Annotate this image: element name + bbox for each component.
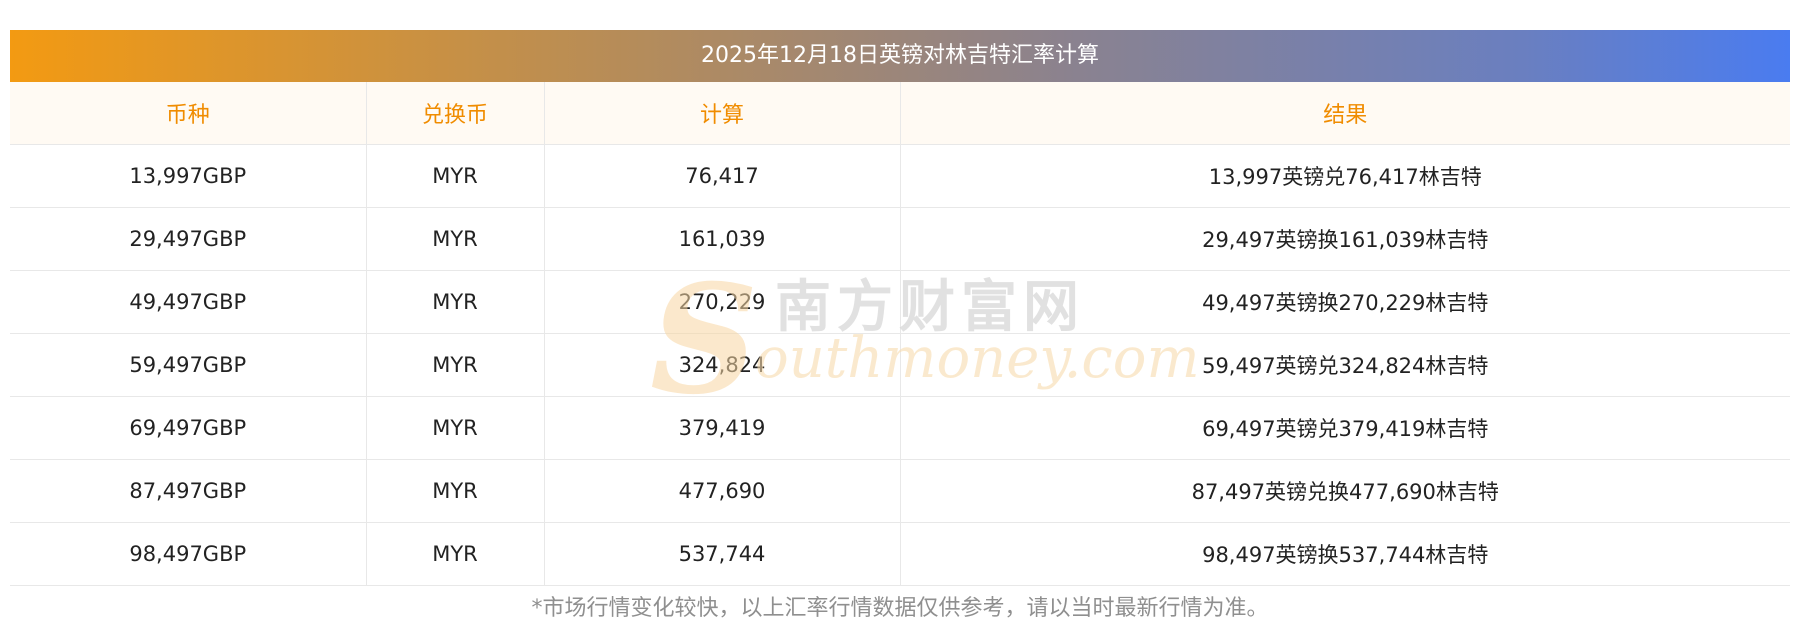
cell-currency: 49,497GBP — [10, 270, 367, 334]
rate-table: 币种 兑换币 计算 结果 13,997GBP MYR 76,417 13,997… — [10, 82, 1790, 586]
rate-table-container: 2025年12月18日英镑对林吉特汇率计算 币种 兑换币 计算 结果 13,99… — [10, 30, 1790, 586]
cell-calculation: 76,417 — [544, 144, 901, 208]
cell-result: 87,497英镑兑换477,690林吉特 — [900, 459, 1790, 523]
table-header-row: 币种 兑换币 计算 结果 — [10, 82, 1790, 145]
cell-result: 59,497英镑兑324,824林吉特 — [900, 333, 1790, 397]
table-row: 29,497GBP MYR 161,039 29,497英镑换161,039林吉… — [10, 207, 1790, 271]
disclaimer-footnote: *市场行情变化较快，以上汇率行情数据仅供参考，请以当时最新行情为准。 — [531, 596, 1269, 621]
cell-result: 49,497英镑换270,229林吉特 — [900, 270, 1790, 334]
cell-calculation: 379,419 — [544, 396, 901, 460]
cell-target-currency: MYR — [366, 396, 545, 460]
table-row: 49,497GBP MYR 270,229 49,497英镑换270,229林吉… — [10, 270, 1790, 334]
header-target-currency: 兑换币 — [366, 82, 545, 145]
cell-target-currency: MYR — [366, 459, 545, 523]
cell-currency: 87,497GBP — [10, 459, 367, 523]
table-row: 98,497GBP MYR 537,744 98,497英镑换537,744林吉… — [10, 522, 1790, 586]
header-currency: 币种 — [10, 82, 367, 145]
cell-target-currency: MYR — [366, 144, 545, 208]
cell-currency: 69,497GBP — [10, 396, 367, 460]
cell-target-currency: MYR — [366, 333, 545, 397]
cell-target-currency: MYR — [366, 270, 545, 334]
cell-result: 98,497英镑换537,744林吉特 — [900, 522, 1790, 586]
cell-result: 69,497英镑兑379,419林吉特 — [900, 396, 1790, 460]
table-row: 87,497GBP MYR 477,690 87,497英镑兑换477,690林… — [10, 459, 1790, 523]
cell-currency: 98,497GBP — [10, 522, 367, 586]
cell-calculation: 324,824 — [544, 333, 901, 397]
table-row: 13,997GBP MYR 76,417 13,997英镑兑76,417林吉特 — [10, 144, 1790, 208]
cell-result: 13,997英镑兑76,417林吉特 — [900, 144, 1790, 208]
table-row: 69,497GBP MYR 379,419 69,497英镑兑379,419林吉… — [10, 396, 1790, 460]
cell-calculation: 477,690 — [544, 459, 901, 523]
cell-currency: 29,497GBP — [10, 207, 367, 271]
cell-calculation: 161,039 — [544, 207, 901, 271]
header-result: 结果 — [900, 82, 1790, 145]
cell-result: 29,497英镑换161,039林吉特 — [900, 207, 1790, 271]
cell-calculation: 270,229 — [544, 270, 901, 334]
table-title: 2025年12月18日英镑对林吉特汇率计算 — [10, 30, 1790, 82]
cell-currency: 59,497GBP — [10, 333, 367, 397]
table-row: 59,497GBP MYR 324,824 59,497英镑兑324,824林吉… — [10, 333, 1790, 397]
header-calculation: 计算 — [544, 82, 901, 145]
cell-target-currency: MYR — [366, 522, 545, 586]
cell-calculation: 537,744 — [544, 522, 901, 586]
cell-target-currency: MYR — [366, 207, 545, 271]
cell-currency: 13,997GBP — [10, 144, 367, 208]
